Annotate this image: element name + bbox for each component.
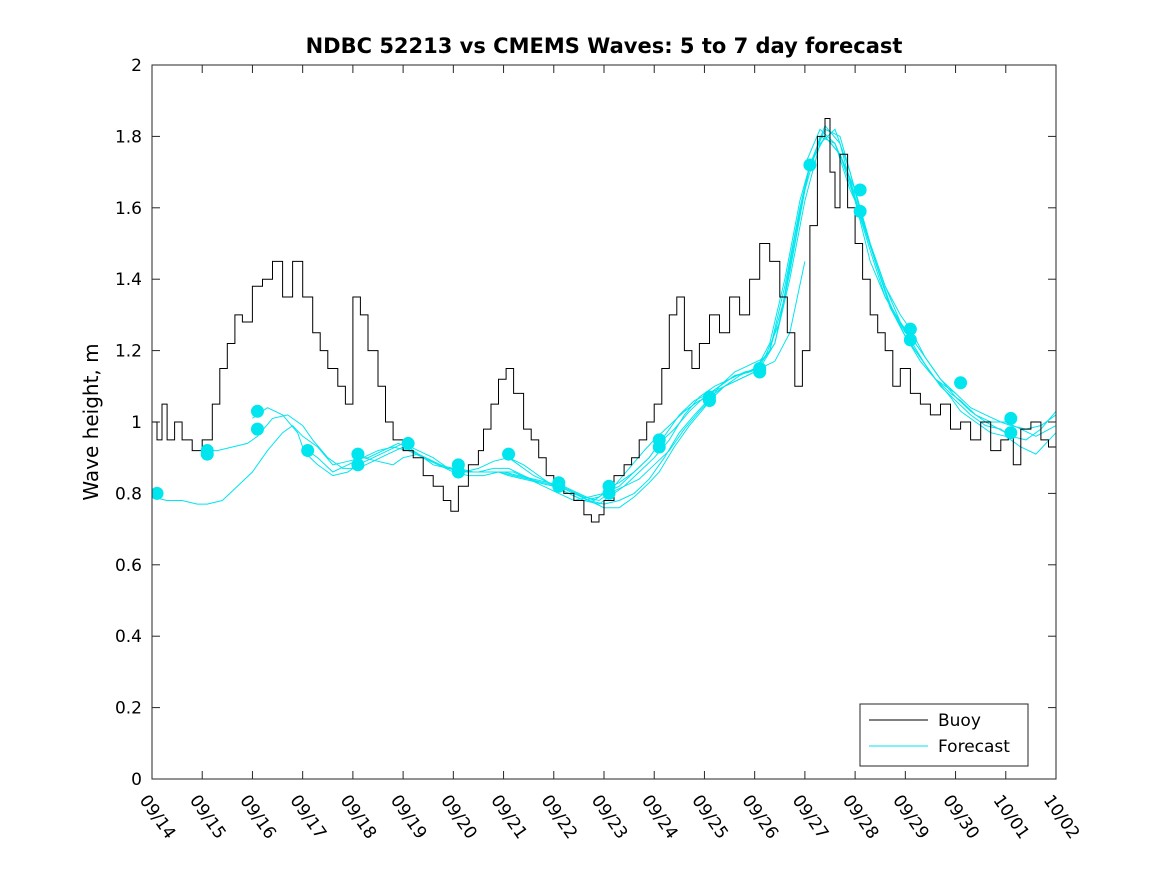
buoy-line [152, 118, 1056, 523]
y-tick-label: 2 [131, 56, 142, 76]
forecast-marker-10 [451, 458, 465, 472]
forecast-marker-6 [351, 458, 365, 472]
forecast-marker-11 [502, 447, 516, 461]
y-tick-label: 0.4 [115, 627, 142, 647]
chart-title: NDBC 52213 vs CMEMS Waves: 5 to 7 day fo… [306, 34, 903, 58]
y-tick-label: 1.2 [115, 342, 142, 362]
legend-label-forecast: Forecast [938, 737, 1010, 757]
series-clip-group [152, 118, 1056, 523]
y-tick-label: 0 [131, 770, 142, 790]
y-tick-label: 0.6 [115, 556, 142, 576]
forecast-marker-7 [351, 447, 365, 461]
forecast-marker-29 [1004, 426, 1018, 440]
forecast-marker-0 [152, 486, 164, 500]
forecast-marker-22 [803, 158, 817, 172]
y-axis: 0 0.2 0.4 0.6 0.8 1 1.2 1.4 1.6 1.8 2 [115, 56, 1056, 790]
forecast-marker-25 [903, 333, 917, 347]
forecast-marker-21 [753, 361, 767, 375]
forecast-line-14 [854, 189, 1056, 430]
forecast-marker-8 [401, 436, 415, 450]
plot-frame [151, 64, 1057, 780]
y-tick-label: 1.4 [115, 270, 142, 290]
y-tick-label: 1 [131, 413, 142, 433]
forecast-marker-3 [250, 404, 264, 418]
forecast-marker-23 [853, 183, 867, 197]
forecast-line-1 [202, 414, 555, 487]
forecast-marker-27 [954, 376, 968, 390]
forecast-marker-13 [552, 476, 566, 490]
legend-label-buoy: Buoy [938, 711, 981, 731]
forecast-marker-28 [1004, 411, 1018, 425]
forecast-marker-15 [602, 479, 616, 493]
forecast-marker-5 [301, 444, 315, 458]
y-tick-label: 1.6 [115, 199, 142, 219]
plot-area [152, 65, 1056, 779]
forecast-marker-26 [903, 322, 917, 336]
legend: Buoy Forecast [859, 703, 1029, 767]
series-layer [152, 118, 1056, 523]
forecast-marker-2 [200, 444, 214, 458]
y-tick-label: 0.2 [115, 699, 142, 719]
legend-box [859, 703, 1029, 767]
forecast-line-0 [152, 424, 434, 505]
forecast-marker-4 [250, 422, 264, 436]
forecast-marker-17 [652, 433, 666, 447]
forecast-marker-19 [702, 390, 716, 404]
y-axis-label: Wave height, m [79, 343, 103, 500]
forecast-marker-24 [853, 204, 867, 218]
y-tick-label: 0.8 [115, 484, 142, 504]
y-tick-label: 1.8 [115, 127, 142, 147]
